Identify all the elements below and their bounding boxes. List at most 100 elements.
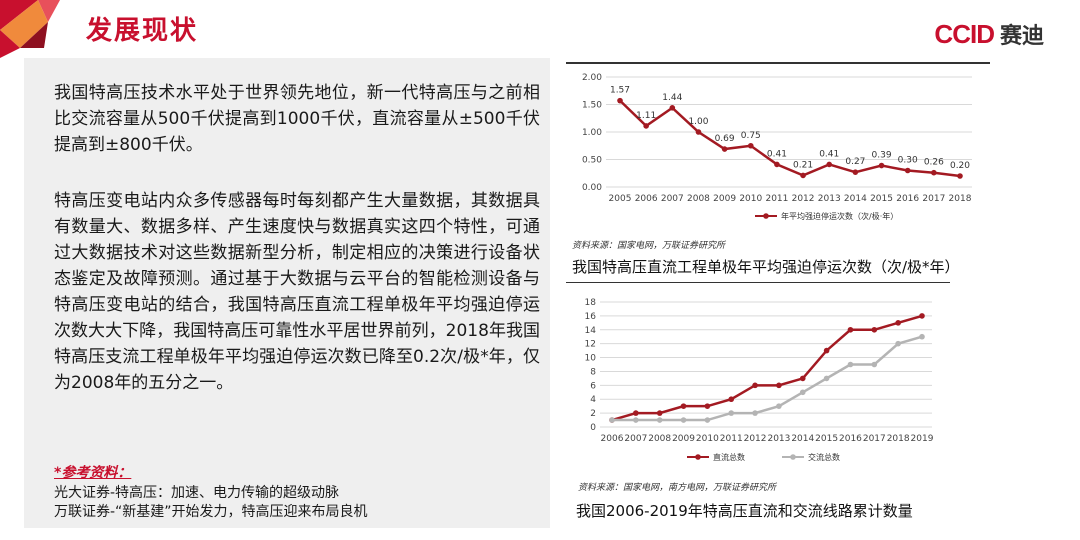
chart1-data-point xyxy=(800,172,806,179)
chart2-data-point xyxy=(633,417,639,423)
chart2-source-note: 资料来源：国家电网，南方电网，万联证券研究所 xyxy=(578,483,777,493)
chart2-data-point xyxy=(609,417,615,423)
chart1-y-tick-label: 0.50 xyxy=(582,156,602,166)
chart1-bottom-rule xyxy=(566,282,950,283)
chart1-x-tick-label: 2005 xyxy=(609,194,632,204)
chart2-y-tick-label: 10 xyxy=(585,354,597,364)
chart2-data-point xyxy=(799,375,806,382)
chart1-y-tick-label: 1.00 xyxy=(582,128,602,138)
chart2-data-point xyxy=(919,333,925,340)
chart2-data-point xyxy=(752,382,758,389)
chart2-data-point xyxy=(823,347,830,354)
chart2-data-point xyxy=(633,410,639,416)
chart1-data-label: 0.41 xyxy=(767,149,787,159)
chart2-y-tick-label: 12 xyxy=(585,340,596,350)
chart1-x-tick-label: 2010 xyxy=(739,194,762,204)
chart2-y-tick-label: 14 xyxy=(585,326,597,336)
chart1-data-point xyxy=(931,169,937,176)
chart1-caption: 我国特高压直流工程单极年平均强迫停运次数（次/极*年） xyxy=(572,258,960,276)
chart1-x-tick-label: 2014 xyxy=(844,194,867,204)
chart1-legend-marker xyxy=(763,213,769,219)
chart2-x-tick-label: 2008 xyxy=(648,434,671,444)
chart1-y-tick-label: 2.00 xyxy=(582,73,602,83)
chart2-data-point xyxy=(656,410,663,416)
chart1-x-tick-label: 2011 xyxy=(765,194,788,204)
chart2-data-point xyxy=(680,403,687,409)
chart2-data-point xyxy=(871,326,878,333)
chart2-y-tick-label: 2 xyxy=(590,409,596,419)
chart1-y-tick-label: 1.50 xyxy=(582,101,602,111)
chart1-data-label: 0.21 xyxy=(793,160,813,170)
chart1-x-tick-label: 2016 xyxy=(896,194,919,204)
chart2-legend-marker xyxy=(790,454,796,460)
chart1-data-label: 0.20 xyxy=(950,161,970,171)
chart1-data-point xyxy=(904,167,911,174)
chart2-x-tick-label: 2006 xyxy=(601,434,624,444)
chart2-data-point xyxy=(799,389,806,396)
chart2-x-tick-label: 2018 xyxy=(887,434,910,444)
chart1-source-note: 资料来源：国家电网，万联证券研究所 xyxy=(572,241,726,251)
chart2-legend-label: 直流总数 xyxy=(713,452,745,462)
chart1-data-label: 1.57 xyxy=(610,86,630,96)
chart1-y-tick-label: 0.00 xyxy=(582,183,602,193)
chart1-data-point xyxy=(826,161,833,168)
chart-outage-rate: 0.00 0.50 1.00 1.50 2.00 2005 2006 2007 2008 2009… xyxy=(582,73,972,221)
chart1-top-rule xyxy=(566,62,990,64)
chart1-x-tick-label: 2007 xyxy=(661,194,684,204)
text-panel: 我国特高压技术水平处于世界领先地位，新一代特高压与之前相比交流容量从500千伏提… xyxy=(24,58,550,528)
chart2-y-tick-label: 0 xyxy=(590,423,596,433)
chart1-data-label: 0.26 xyxy=(924,158,944,168)
paragraph-intro: 我国特高压技术水平处于世界领先地位，新一代特高压与之前相比交流容量从500千伏提… xyxy=(54,83,540,155)
chart1-x-tick-label: 2017 xyxy=(922,194,945,204)
chart1-data-point xyxy=(747,142,754,149)
chart2-x-tick-label: 2007 xyxy=(624,434,647,444)
chart2-x-tick-label: 2009 xyxy=(672,434,695,444)
chart2-x-tick-label: 2019 xyxy=(911,434,934,444)
chart1-x-tick-label: 2008 xyxy=(687,194,710,204)
chart2-data-point xyxy=(776,403,782,409)
chart1-series-line-0 xyxy=(619,99,961,178)
corner-triangle-logo-icon xyxy=(0,0,60,58)
chart1-data-label: 0.27 xyxy=(845,157,865,167)
chart2-data-point xyxy=(871,361,878,368)
chart2-y-tick-label: 6 xyxy=(590,381,596,391)
chart2-legend-marker xyxy=(695,454,701,460)
chart2-data-point xyxy=(895,320,901,326)
chart2-series-line-1 xyxy=(612,335,923,422)
reference-item: 万联证券-“新基建”开始发力，特高压迎来布局良机 xyxy=(54,504,368,520)
chart2-y-tick-label: 16 xyxy=(585,312,597,322)
chart2-caption: 我国2006-2019年特高压直流和交流线路累计数量 xyxy=(576,502,913,520)
chart1-data-label: 0.69 xyxy=(715,134,735,144)
page-title: 发展现状 xyxy=(86,16,199,46)
chart1-data-label: 1.00 xyxy=(688,117,708,127)
chart2-legend-label: 交流总数 xyxy=(808,452,840,462)
chart2-y-tick-label: 4 xyxy=(590,395,596,405)
chart2-x-tick-label: 2016 xyxy=(839,434,862,444)
chart1-data-point xyxy=(669,105,676,111)
chart2-data-point xyxy=(752,410,758,416)
chart1-data-label: 0.75 xyxy=(741,131,761,141)
chart2-x-tick-label: 2014 xyxy=(791,434,814,444)
chart2-x-tick-label: 2015 xyxy=(815,434,838,444)
paragraph-big-data: 特高压变电站内众多传感器每时每刻都产生大量数据，其数据具有数量大、数据多样、产生… xyxy=(54,191,540,393)
chart2-data-point xyxy=(680,417,687,423)
chart2-x-tick-label: 2013 xyxy=(767,434,790,444)
ccid-logo: CCID 赛迪 xyxy=(934,18,1044,50)
chart2-x-tick-label: 2017 xyxy=(863,434,886,444)
chart2-data-point xyxy=(776,382,782,389)
chart1-data-label: 0.30 xyxy=(898,156,918,166)
references-title: *参考资料： xyxy=(54,465,132,481)
chart2-data-point xyxy=(895,340,901,347)
chart2-y-tick-label: 18 xyxy=(585,298,597,308)
chart2-y-tick-label: 8 xyxy=(590,367,596,377)
chart2-data-point xyxy=(656,417,663,423)
chart1-data-point xyxy=(852,169,859,175)
chart2-series-line-0 xyxy=(611,314,923,422)
chart1-legend-label: 年平均强迫停运次数（次/极·年） xyxy=(781,211,898,221)
chart1-x-tick-label: 2015 xyxy=(870,194,893,204)
chart1-data-label: 0.41 xyxy=(819,149,839,159)
chart1-x-tick-label: 2006 xyxy=(635,194,658,204)
chart2-x-tick-label: 2012 xyxy=(744,434,767,444)
reference-item: 光大证券-特高压：加速、电力传输的超级动脉 xyxy=(54,485,340,501)
